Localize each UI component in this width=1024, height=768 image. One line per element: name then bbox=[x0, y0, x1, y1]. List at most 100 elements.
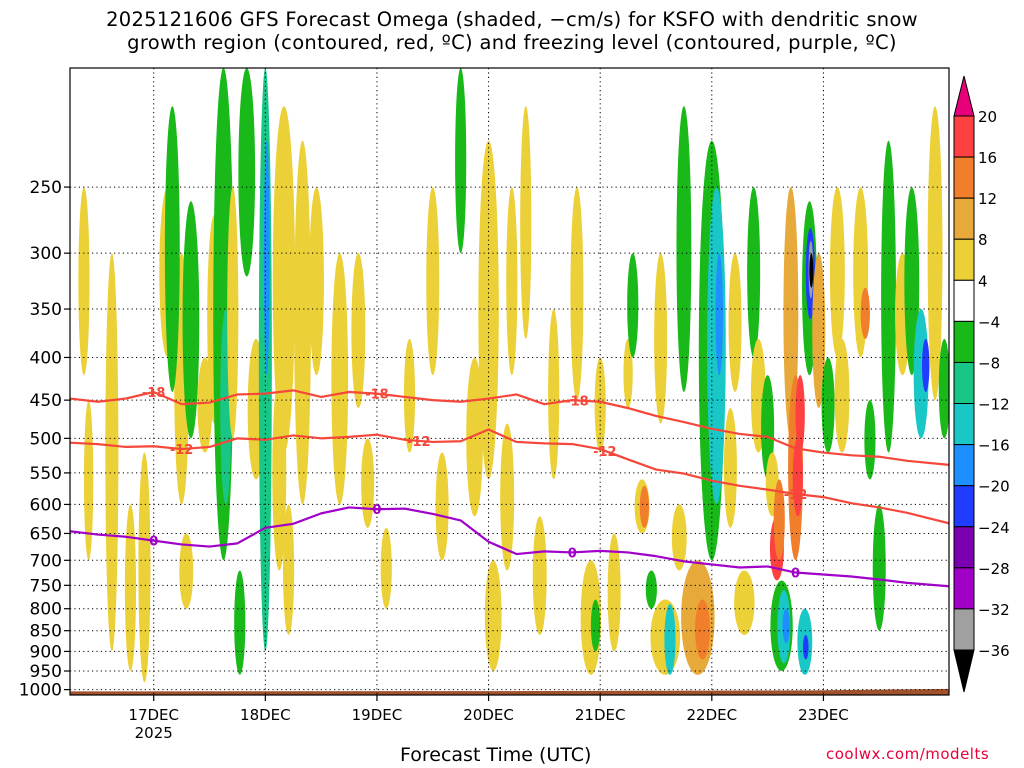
ground-terrain bbox=[70, 688, 949, 695]
y-tick-label-950: 950 bbox=[30, 662, 62, 682]
colorbar-box-4 bbox=[953, 279, 975, 322]
colorbar-box-12 bbox=[953, 608, 975, 651]
y-tick-label-350: 350 bbox=[30, 300, 62, 320]
omega-shade-3 bbox=[124, 504, 137, 672]
omega-shade-4 bbox=[138, 452, 151, 683]
omega-shade-28 bbox=[380, 527, 392, 609]
y-tick-label-300: 300 bbox=[30, 244, 62, 264]
omega-shade-26 bbox=[351, 253, 366, 409]
omega-shade-10 bbox=[182, 201, 200, 439]
omega-shade-55 bbox=[676, 106, 692, 393]
omega-shade-49 bbox=[639, 485, 650, 528]
x-tick-sublabel-17DEC: 2025 bbox=[135, 724, 173, 742]
colorbar-label-5: −4 bbox=[978, 313, 1000, 331]
y-tick-label-550: 550 bbox=[30, 464, 62, 484]
colorbar-bottom-arrow bbox=[953, 649, 975, 693]
omega-shade-61 bbox=[723, 408, 737, 528]
y-tick-label-800: 800 bbox=[30, 600, 62, 620]
colorbar-label-13: −36 bbox=[978, 642, 1010, 660]
colorbar-box-2 bbox=[953, 197, 975, 240]
y-tick-label-1000: 1000 bbox=[19, 681, 62, 701]
omega-shade-53 bbox=[664, 604, 676, 675]
omega-shade-76 bbox=[795, 375, 805, 453]
contour-label-dendritic-minus-12-0: -12 bbox=[170, 443, 194, 458]
colorbar-label-7: −12 bbox=[978, 396, 1010, 414]
omega-shade-27 bbox=[361, 438, 375, 528]
omega-shade-51 bbox=[654, 253, 668, 424]
credit-link[interactable]: coolwx.com/modelts bbox=[826, 745, 990, 763]
omega-shade-0 bbox=[78, 187, 90, 376]
omega-shade-85 bbox=[829, 187, 845, 358]
omega-shade-69 bbox=[773, 479, 785, 561]
x-tick-label-18DEC: 18DEC bbox=[240, 706, 291, 724]
x-tick-label-20DEC: 20DEC bbox=[463, 706, 514, 724]
x-tick-label-19DEC: 19DEC bbox=[352, 706, 403, 724]
chart-title-line1: 2025121606 GFS Forecast Omega (shaded, −… bbox=[106, 8, 918, 31]
colorbar-label-4: 4 bbox=[978, 272, 988, 290]
omega-shade-89 bbox=[864, 400, 876, 480]
omega-shade-60 bbox=[715, 253, 723, 376]
omega-shade-39 bbox=[532, 516, 547, 635]
omega-shade-46 bbox=[623, 338, 633, 409]
x-tick-label-22DEC: 22DEC bbox=[687, 706, 738, 724]
y-tick-label-400: 400 bbox=[30, 348, 62, 368]
omega-shade-18 bbox=[258, 68, 272, 652]
y-tick-label-450: 450 bbox=[30, 391, 62, 411]
contour-label-dendritic-minus-12-2: -12 bbox=[593, 445, 617, 460]
colorbar-label-10: −24 bbox=[978, 519, 1010, 537]
omega-shade-63 bbox=[734, 570, 755, 635]
x-tick-label-21DEC: 21DEC bbox=[575, 706, 626, 724]
contour-label-dendritic-minus-18-2: -18 bbox=[565, 394, 589, 409]
omega-shade-32 bbox=[455, 68, 467, 254]
y-tick-label-900: 900 bbox=[30, 642, 62, 662]
omega-shade-97 bbox=[938, 338, 949, 439]
colorbar-box-10 bbox=[953, 526, 975, 569]
colorbar-label-1: 16 bbox=[978, 149, 997, 167]
chart-title-line2: growth region (contoured, red, ºC) and f… bbox=[127, 31, 897, 54]
colorbar-label-0: 20 bbox=[978, 108, 997, 126]
omega-shade-95 bbox=[922, 338, 930, 393]
omega-shade-86 bbox=[834, 338, 850, 453]
omega-shade-57 bbox=[695, 599, 710, 660]
omega-shade-96 bbox=[927, 106, 943, 401]
omega-shade-17 bbox=[234, 570, 246, 675]
omega-shade-24 bbox=[309, 187, 324, 376]
colorbar-box-7 bbox=[953, 403, 975, 446]
contour-dendritic-minus-18 bbox=[70, 389, 949, 466]
omega-shade-2 bbox=[105, 253, 119, 652]
contour-label-freezing-level-0-3: 0 bbox=[791, 567, 800, 582]
omega-shade-73 bbox=[783, 187, 799, 439]
y-tick-label-750: 750 bbox=[30, 576, 62, 596]
omega-shade-37 bbox=[506, 187, 518, 376]
chart-title: 2025121606 GFS Forecast Omega (shaded, −… bbox=[0, 8, 1024, 54]
omega-shade-25 bbox=[331, 253, 349, 505]
contour-label-dendritic-minus-18-0: -18 bbox=[142, 386, 166, 401]
omega-shade-91 bbox=[881, 140, 896, 453]
colorbar-box-6 bbox=[953, 361, 975, 405]
x-axis-label: Forecast Time (UTC) bbox=[400, 744, 592, 766]
omega-shade-20 bbox=[272, 106, 296, 453]
omega-shade-38 bbox=[520, 106, 532, 339]
contour-label-dendritic-minus-12-3: -12 bbox=[784, 488, 808, 503]
contour-label-dendritic-minus-18-1: -18 bbox=[365, 388, 389, 403]
colorbar-label-6: −8 bbox=[978, 354, 1000, 372]
contour-label-dendritic-minus-12-1: -12 bbox=[407, 435, 431, 450]
y-tick-label-700: 700 bbox=[30, 551, 62, 571]
omega-shade-15 bbox=[238, 68, 256, 277]
contour-label-freezing-level-0-1: 0 bbox=[372, 503, 381, 518]
colorbar-top-arrow bbox=[953, 75, 975, 117]
x-tick-label-17DEC: 17DEC bbox=[128, 706, 179, 724]
contour-label-freezing-level-0-2: 0 bbox=[568, 546, 577, 561]
colorbar-box-0 bbox=[953, 115, 975, 158]
omega-shade-19 bbox=[263, 140, 270, 376]
omega-shade-54 bbox=[671, 504, 687, 571]
omega-shade-47 bbox=[627, 253, 639, 358]
omega-shade-83 bbox=[812, 253, 826, 409]
colorbar-box-3 bbox=[953, 238, 975, 281]
omega-shade-40 bbox=[548, 309, 560, 480]
omega-shade-75 bbox=[792, 438, 803, 517]
omega-shade-41 bbox=[570, 187, 584, 401]
colorbar-box-9 bbox=[953, 485, 975, 528]
omega-shade-33 bbox=[466, 357, 483, 517]
